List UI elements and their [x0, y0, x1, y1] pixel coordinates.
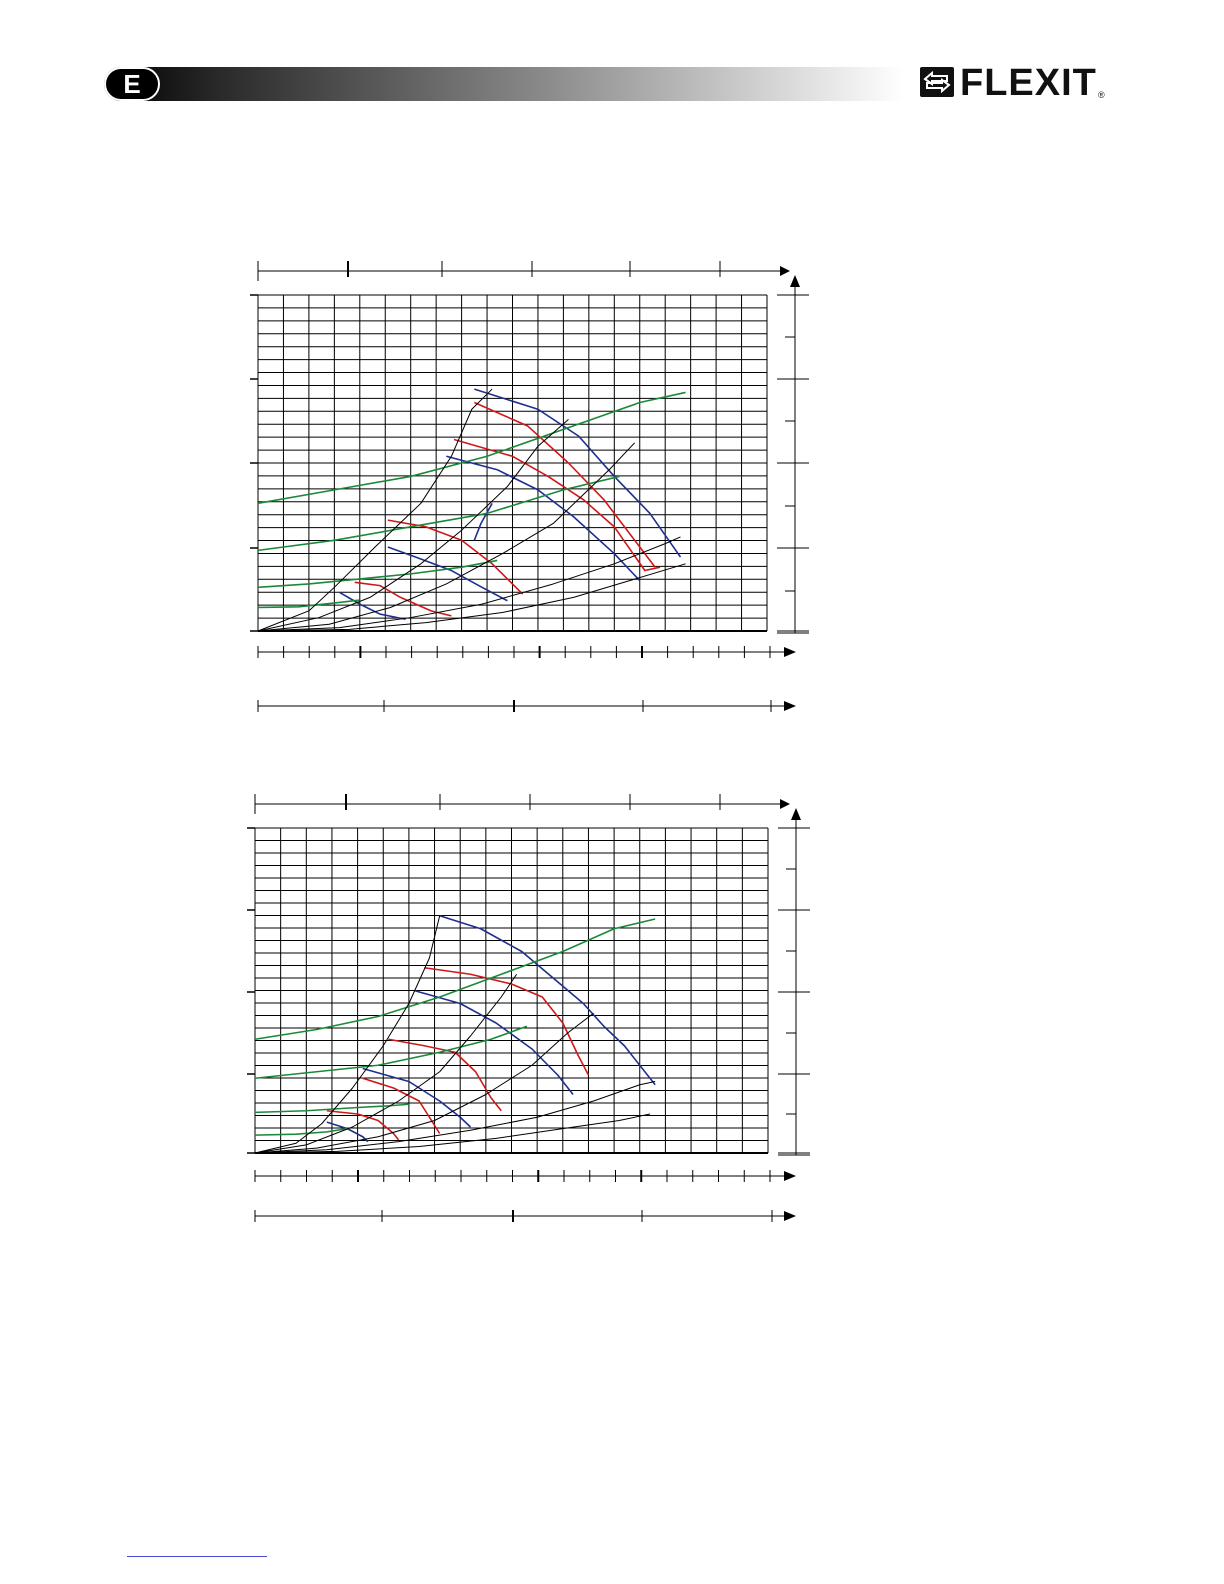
fan-performance-chart-2 — [247, 794, 810, 1222]
speed-red-curve — [453, 438, 661, 572]
speed-blue-curve — [474, 388, 682, 558]
power-curve — [254, 1025, 528, 1080]
power-curve — [257, 599, 360, 609]
speed-red-curve — [362, 1077, 441, 1134]
power-curve — [254, 1127, 348, 1136]
speed-blue-curve — [473, 502, 493, 541]
speed-red-curve — [387, 519, 524, 595]
system-curve — [254, 915, 441, 1154]
bottom-axis-2-arrow-icon — [784, 701, 796, 711]
speed-red-curve — [354, 581, 452, 617]
speed-blue-curve — [387, 546, 508, 602]
speed-red-curve — [326, 1109, 400, 1141]
top-axis-arrow-icon — [780, 799, 790, 809]
system-curve — [254, 1113, 651, 1154]
system-curve — [257, 388, 493, 632]
power-curve — [254, 1103, 409, 1114]
system-curve — [257, 536, 681, 632]
bottom-axis-1-arrow-icon — [784, 647, 796, 657]
system-curve — [257, 418, 569, 632]
power-curve — [254, 918, 656, 1041]
top-axis-arrow-icon — [780, 266, 790, 276]
speed-blue-curve — [362, 1067, 472, 1128]
speed-blue-curve — [326, 1121, 369, 1143]
power-curve — [257, 391, 686, 505]
header-gradient-bar — [104, 67, 904, 101]
speed-blue-curve — [413, 989, 574, 1095]
bottom-axis-1-arrow-icon — [784, 1171, 796, 1181]
power-curve — [257, 559, 498, 589]
system-curve — [257, 442, 636, 632]
system-curve — [254, 973, 518, 1154]
language-badge: E — [104, 67, 160, 101]
footer-link-underline[interactable] — [127, 1556, 267, 1557]
bottom-axis-2-arrow-icon — [784, 1211, 796, 1221]
exchange-arrows-icon — [920, 67, 954, 97]
speed-blue-curve — [339, 591, 406, 621]
system-curve — [257, 563, 686, 632]
speed-red-curve — [424, 966, 590, 1076]
power-curve — [257, 475, 620, 552]
registered-mark: ® — [1098, 90, 1105, 100]
speed-red-curve — [388, 1038, 502, 1112]
right-axis-arrow-icon — [790, 275, 800, 287]
system-curve — [254, 1012, 594, 1154]
speed-blue-curve — [439, 914, 656, 1086]
brand-name: FLEXIT — [960, 62, 1097, 104]
fan-performance-chart-1 — [250, 261, 809, 712]
system-curve — [254, 1081, 656, 1154]
flexit-logo: FLEXIT ® — [920, 62, 1110, 104]
speed-blue-curve — [446, 455, 641, 582]
speed-red-curve — [474, 401, 656, 568]
right-axis-arrow-icon — [791, 808, 801, 820]
